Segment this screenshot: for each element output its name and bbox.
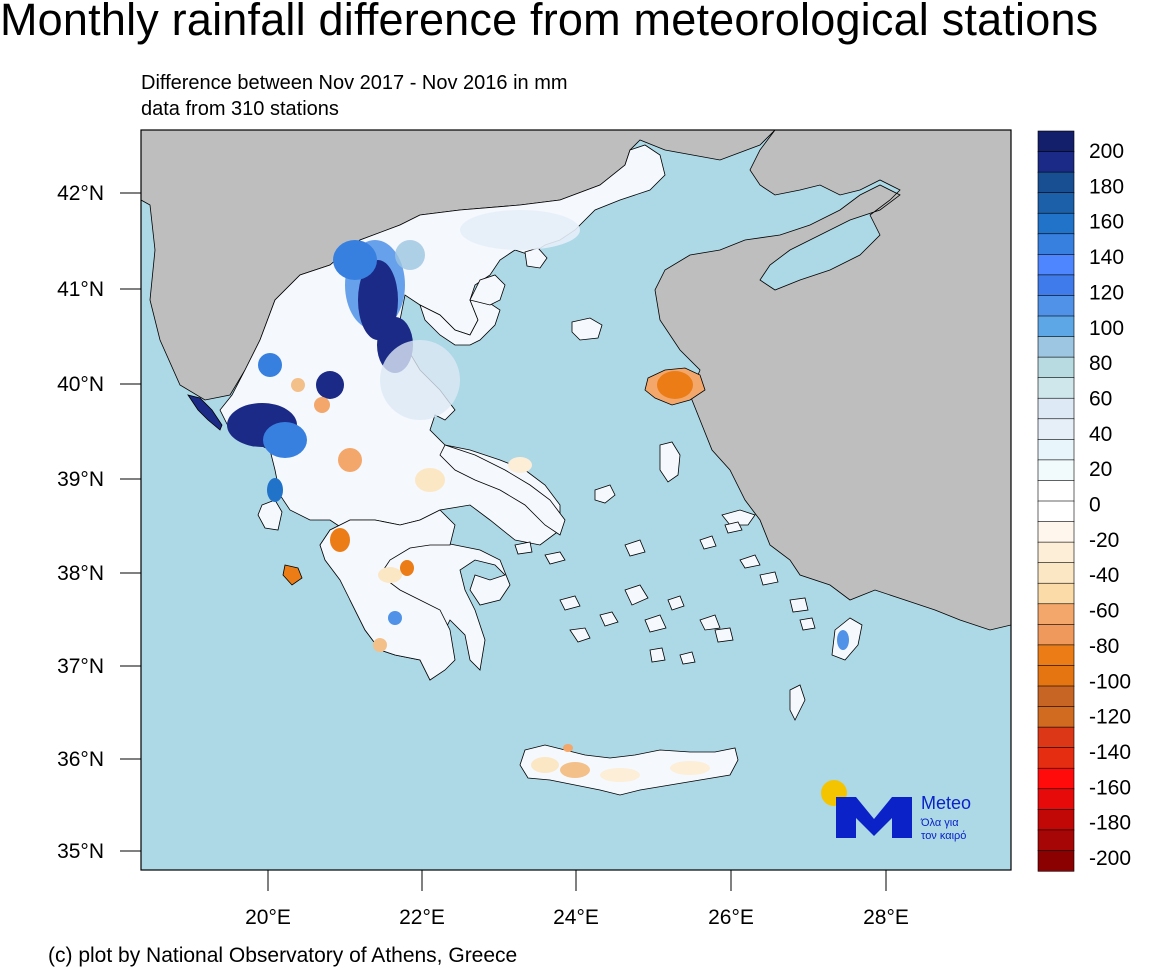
colorbar-swatch: [1037, 850, 1075, 872]
lat-label: 37°N: [57, 655, 104, 678]
colorbar-swatch: [1037, 212, 1075, 235]
colorbar-swatch: [1037, 192, 1075, 214]
chios-island: [659, 441, 681, 483]
colorbar-swatch: [1037, 685, 1075, 708]
colorbar-swatch: [1037, 356, 1075, 379]
map-subtitle-stations: data from 310 stations: [141, 98, 339, 120]
lon-label: 24°E: [553, 906, 599, 929]
turkey-land: [654, 130, 1011, 631]
cyclades-islands: [514, 521, 816, 721]
colorbar-label: -120: [1089, 706, 1131, 729]
logo-brand: Meteo: [921, 793, 971, 813]
colorbar-label: 120: [1089, 281, 1124, 304]
colorbar-swatch: [1037, 603, 1075, 625]
lat-label: 42°N: [57, 182, 104, 205]
meteo-m-mark: [836, 797, 912, 838]
athos-peninsula: [469, 274, 506, 306]
lat-label: 41°N: [57, 278, 104, 301]
colorbar-swatch: [1037, 151, 1075, 173]
colorbar-swatch: [1037, 171, 1075, 194]
colorbar-label: -200: [1089, 847, 1131, 870]
colorbar-swatch: [1037, 480, 1075, 502]
colorbar-swatch: [1037, 274, 1075, 297]
colorbar-swatch: [1037, 829, 1075, 852]
lat-label: 38°N: [57, 562, 104, 585]
lon-label: 28°E: [863, 906, 909, 929]
limnos-island: [571, 317, 603, 341]
colorbar-label: -100: [1089, 670, 1131, 693]
colorbar-swatch: [1037, 397, 1075, 420]
colorbar-label: 160: [1089, 211, 1124, 234]
colorbar-labels: 200180160140120100806040200-20-40-60-80-…: [1089, 140, 1131, 870]
colorbar-swatch: [1037, 726, 1075, 749]
colorbar-swatch: [1037, 500, 1075, 523]
meteo-logo: Meteo Όλα για τον καιρό: [821, 780, 971, 842]
colorbar-swatch: [1037, 521, 1075, 543]
colorbar-swatch: [1037, 706, 1075, 728]
colorbar-label: -140: [1089, 741, 1131, 764]
map-title: Monthly rainfall difference from meteoro…: [0, 0, 1099, 45]
colorbar-swatch: [1037, 254, 1075, 276]
colorbar-label: 40: [1089, 423, 1112, 446]
colorbar: [1037, 130, 1075, 872]
colorbar-swatch: [1037, 665, 1075, 687]
colorbar-label: -80: [1089, 635, 1119, 658]
chalkidiki: [419, 299, 501, 346]
colorbar-label: 20: [1089, 458, 1112, 481]
colorbar-label: 60: [1089, 387, 1112, 410]
colorbar-label: 200: [1089, 140, 1124, 163]
colorbar-swatch: [1037, 459, 1075, 482]
peloponnese: [319, 509, 456, 681]
samos-island: [721, 509, 756, 526]
lat-label: 40°N: [57, 373, 104, 396]
lon-label: 22°E: [399, 906, 445, 929]
colorbar-swatch: [1037, 377, 1075, 399]
colorbar-swatch: [1037, 767, 1075, 790]
map-subtitle-period: Difference between Nov 2017 - Nov 2016 i…: [141, 72, 568, 94]
colorbar-label: -60: [1089, 600, 1119, 623]
colorbar-swatch: [1037, 418, 1075, 440]
colorbar-label: 80: [1089, 352, 1112, 375]
colorbar-swatch: [1037, 562, 1075, 584]
lon-label: 26°E: [708, 906, 754, 929]
colorbar-swatch: [1037, 644, 1075, 667]
lat-label: 35°N: [57, 840, 104, 863]
colorbar-label: 0: [1089, 494, 1101, 517]
colorbar-label: -160: [1089, 776, 1131, 799]
colorbar-swatch: [1037, 541, 1075, 564]
colorbar-label: -20: [1089, 529, 1119, 552]
colorbar-swatch: [1037, 336, 1075, 358]
colorbar-swatch: [1037, 624, 1075, 646]
lat-label: 39°N: [57, 468, 104, 491]
colorbar-swatch: [1037, 788, 1075, 810]
skyros-island: [594, 484, 616, 504]
lat-label: 36°N: [57, 748, 104, 771]
colorbar-swatch: [1037, 747, 1075, 769]
logo-tagline: τον καιρό: [921, 830, 966, 842]
euboea-island: [439, 444, 566, 536]
corfu-island: [187, 394, 223, 431]
logo-tagline: Όλα για: [920, 817, 959, 829]
colorbar-label: -40: [1089, 564, 1119, 587]
colorbar-label: 140: [1089, 246, 1124, 269]
colorbar-label: -180: [1089, 812, 1131, 835]
colorbar-swatch: [1037, 130, 1075, 153]
colorbar-swatch: [1037, 315, 1075, 338]
colorbar-swatch: [1037, 582, 1075, 605]
longitude-axis: [267, 870, 887, 891]
colorbar-swatch: [1037, 809, 1075, 831]
colorbar-label: 180: [1089, 175, 1124, 198]
lon-label: 20°E: [245, 906, 291, 929]
latitude-axis: [120, 192, 141, 852]
credit-text: (c) plot by National Observatory of Athe…: [48, 944, 518, 967]
colorbar-swatch: [1037, 295, 1075, 317]
colorbar-label: 100: [1089, 317, 1124, 340]
rainfall-field: [227, 210, 849, 782]
zakynthos-island: [282, 564, 303, 586]
colorbar-swatch: [1037, 233, 1075, 255]
colorbar-swatch: [1037, 439, 1075, 461]
